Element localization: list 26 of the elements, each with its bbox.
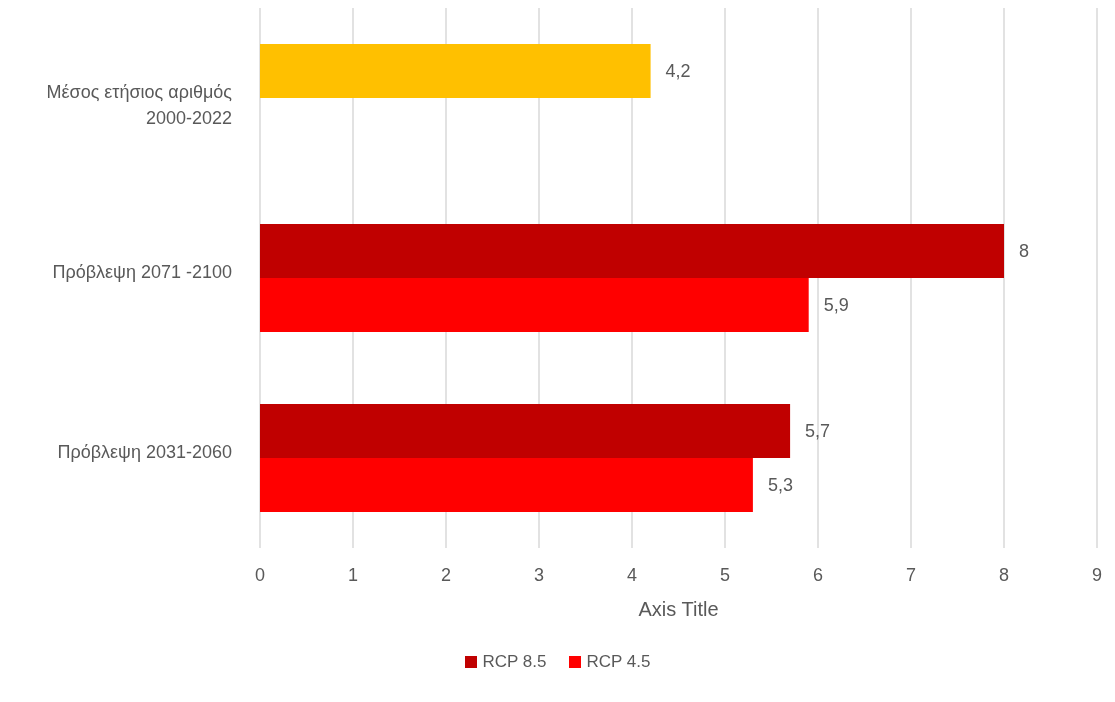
x-tick-label: 7 (905, 564, 917, 585)
x-tick-label: 8 (998, 564, 1010, 585)
x-tick-label: 9 (1091, 564, 1103, 585)
data-label: 5,7 (805, 421, 831, 441)
x-tick-label: 5 (719, 564, 731, 585)
bar (260, 44, 651, 98)
bar (260, 278, 809, 332)
y-tick-label: Πρόβλεψη 2071 -2100 (52, 262, 232, 282)
y-tick-label: Πρόβλεψη 2031-2060 (57, 442, 232, 462)
y-tick-label: Μέσος ετήσιος αριθμός 2000-2022 (46, 82, 233, 128)
bar (260, 458, 753, 512)
legend-label: RCP 4.5 (585, 652, 651, 672)
bar (260, 404, 791, 458)
x-tick-label: 4 (626, 564, 638, 585)
x-tick-label: 2 (440, 564, 452, 585)
data-label: 8 (1019, 241, 1030, 261)
x-tick-label: 0 (254, 564, 266, 585)
data-label: 5,3 (767, 475, 793, 495)
bar (260, 224, 1004, 278)
x-tick-label: 6 (812, 564, 824, 585)
x-tick-label: 3 (533, 564, 545, 585)
legend-label: RCP 8.5 (481, 652, 547, 672)
x-tick-label: 1 (347, 564, 359, 585)
data-label: 4,2 (665, 61, 691, 81)
x-axis-title: Axis Title (638, 598, 719, 620)
data-label: 5,9 (823, 295, 849, 315)
